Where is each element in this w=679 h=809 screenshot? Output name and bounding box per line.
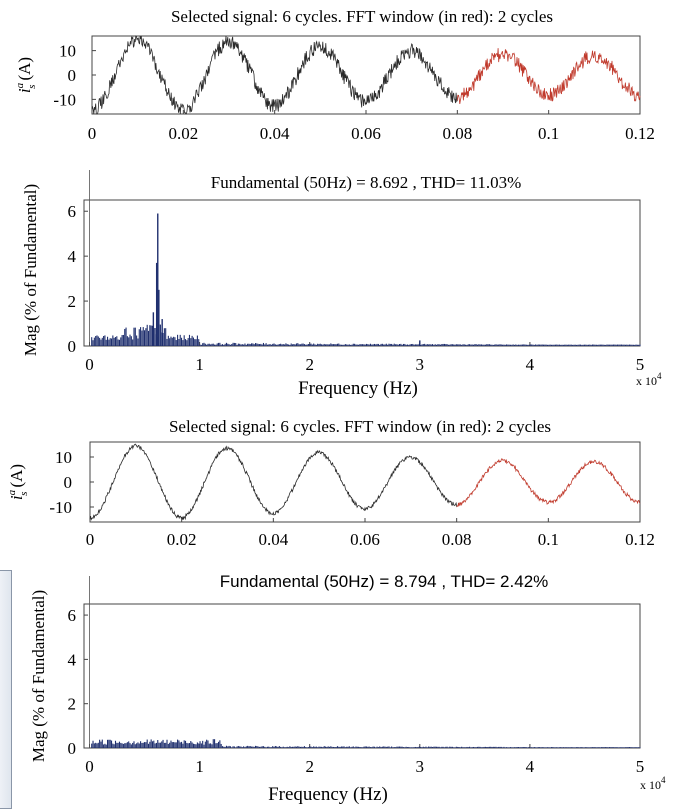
y-tick-label: 10 bbox=[55, 448, 72, 467]
x-tick-label: 5 bbox=[636, 757, 645, 776]
y-tick-label: -10 bbox=[49, 498, 72, 517]
plot-frame bbox=[83, 199, 641, 347]
y-tick-label: 10 bbox=[59, 42, 76, 61]
signal-trace bbox=[91, 35, 641, 115]
ylabel-base: i bbox=[15, 88, 34, 93]
signal-trace bbox=[89, 443, 641, 521]
y-tick-label: 0 bbox=[68, 66, 77, 85]
x-tick-label: 2 bbox=[305, 355, 314, 374]
x-tick-label: 0.04 bbox=[258, 530, 288, 549]
x-tick-label: 3 bbox=[416, 757, 425, 776]
y-tick-label: 4 bbox=[68, 650, 77, 669]
y-tick-label: 0 bbox=[64, 473, 73, 492]
x-tick-label: 1 bbox=[195, 757, 204, 776]
y-tick-label: -10 bbox=[53, 90, 76, 109]
x-tick-label: 0.02 bbox=[168, 124, 198, 143]
y-axis-label: ias (A) bbox=[6, 464, 30, 500]
ylabel-sub: s bbox=[18, 492, 30, 496]
x-tick-label: 2 bbox=[305, 757, 314, 776]
x-tick-labels: 0 0.02 0.04 0.06 0.08 0.1 0.12 bbox=[88, 110, 655, 143]
signal-plot-title: Selected signal: 6 cycles. FFT window (i… bbox=[171, 7, 553, 26]
x-tick-label: 0.06 bbox=[351, 124, 381, 143]
fft-window-line bbox=[456, 48, 641, 104]
signal-plot-bottom: Selected signal: 6 cycles. FFT window (i… bbox=[6, 417, 655, 549]
x-tick-label: 0.08 bbox=[442, 530, 472, 549]
x-tick-label: 5 bbox=[636, 355, 645, 374]
signal-plot-title: Selected signal: 6 cycles. FFT window (i… bbox=[169, 417, 551, 436]
spectrum-plot-top: Fundamental (50Hz) = 8.692 , THD= 11.03%… bbox=[21, 170, 662, 399]
x-tick-label: 0 bbox=[88, 124, 97, 143]
spectrum-bars bbox=[89, 170, 641, 346]
ylabel-sup: a bbox=[6, 489, 18, 495]
x-multiplier-base: x 10 bbox=[636, 374, 657, 388]
y-axis-label: ias (A) bbox=[14, 57, 38, 93]
ylabel-unit: (A) bbox=[7, 464, 26, 488]
x-tick-label: 1 bbox=[195, 355, 204, 374]
x-tick-label: 0.04 bbox=[260, 124, 290, 143]
plot-frame bbox=[83, 603, 641, 749]
spectrum-bars bbox=[89, 576, 641, 748]
x-multiplier-base: x 10 bbox=[640, 778, 661, 792]
x-tick-label: 0.12 bbox=[625, 124, 655, 143]
y-tick-label: 0 bbox=[68, 337, 77, 356]
y-tick-label: 0 bbox=[68, 739, 77, 758]
y-tick-labels: 10 0 -10 bbox=[49, 448, 94, 517]
y-tick-label: 2 bbox=[68, 292, 77, 311]
spectrum-plot-title: Fundamental (50Hz) = 8.794 , THD= 2.42% bbox=[220, 572, 549, 591]
y-tick-label: 6 bbox=[68, 606, 77, 625]
x-tick-label: 0 bbox=[85, 355, 94, 374]
signal-line bbox=[91, 35, 459, 115]
x-axis-label: Frequency (Hz) bbox=[298, 378, 418, 399]
x-tick-label: 0.1 bbox=[538, 124, 559, 143]
signal-plot-top: Selected signal: 6 cycles. FFT window (i… bbox=[14, 7, 655, 143]
y-tick-label: 4 bbox=[68, 247, 77, 266]
x-tick-labels: 0 1 2 3 4 5 bbox=[85, 744, 644, 776]
x-tick-label: 0 bbox=[85, 757, 94, 776]
y-tick-label: 6 bbox=[68, 202, 77, 221]
ylabel-sup: a bbox=[14, 82, 26, 88]
x-tick-labels: 0 1 2 3 4 5 bbox=[85, 342, 644, 374]
y-tick-labels: 0 2 4 6 bbox=[68, 202, 88, 356]
x-tick-labels: 0 0.02 0.04 0.06 0.08 0.1 0.12 bbox=[86, 518, 655, 549]
y-tick-labels: 0 2 4 6 bbox=[68, 606, 88, 758]
x-multiplier: x 104 bbox=[640, 775, 666, 792]
x-tick-label: 0.02 bbox=[167, 530, 197, 549]
x-tick-label: 0.08 bbox=[442, 124, 472, 143]
x-tick-label: 4 bbox=[526, 757, 535, 776]
x-tick-label: 0.06 bbox=[350, 530, 380, 549]
spectrum-plot-title: Fundamental (50Hz) = 8.692 , THD= 11.03% bbox=[211, 173, 522, 192]
ylabel-base: i bbox=[7, 495, 26, 500]
x-tick-label: 4 bbox=[526, 355, 535, 374]
x-tick-label: 0.12 bbox=[625, 530, 655, 549]
x-tick-label: 0 bbox=[86, 530, 95, 549]
x-tick-label: 0.1 bbox=[538, 530, 559, 549]
x-axis-label: Frequency (Hz) bbox=[268, 784, 388, 805]
x-multiplier-exp: 4 bbox=[657, 371, 662, 381]
y-tick-label: 2 bbox=[68, 695, 77, 714]
fft-window-line bbox=[456, 457, 641, 507]
ylabel-unit: (A) bbox=[15, 57, 34, 81]
y-axis-label: Mag (% of Fundamental) bbox=[29, 590, 48, 762]
y-axis-label: Mag (% of Fundamental) bbox=[21, 184, 40, 356]
spectrum-plot-bottom: Fundamental (50Hz) = 8.794 , THD= 2.42% … bbox=[29, 572, 666, 805]
x-tick-label: 3 bbox=[416, 355, 425, 374]
ylabel-sub: s bbox=[26, 85, 38, 89]
x-multiplier: x 104 bbox=[636, 371, 662, 388]
y-tick-labels: 10 0 -10 bbox=[53, 42, 96, 109]
x-multiplier-exp: 4 bbox=[661, 775, 666, 785]
signal-line bbox=[89, 443, 458, 521]
